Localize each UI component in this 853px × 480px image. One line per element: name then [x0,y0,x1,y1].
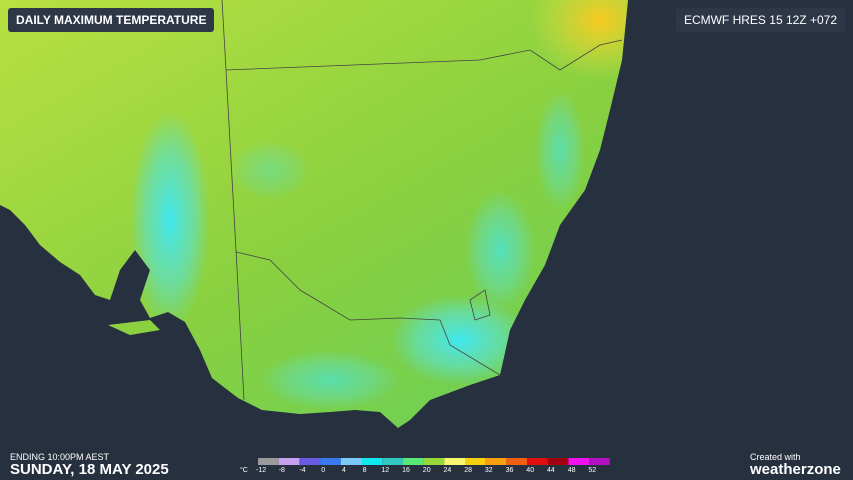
date: SUNDAY, 18 MAY 2025 [10,461,169,478]
ending-time: ENDING 10:00PM AEST [10,452,110,462]
model-run: ECMWF HRES 15 12Z +072 [675,8,845,32]
brand: weatherzone [750,461,841,478]
state-borders [221,0,623,401]
title: DAILY MAXIMUM TEMPERATURE [8,8,215,32]
credit: Created with [750,452,801,462]
